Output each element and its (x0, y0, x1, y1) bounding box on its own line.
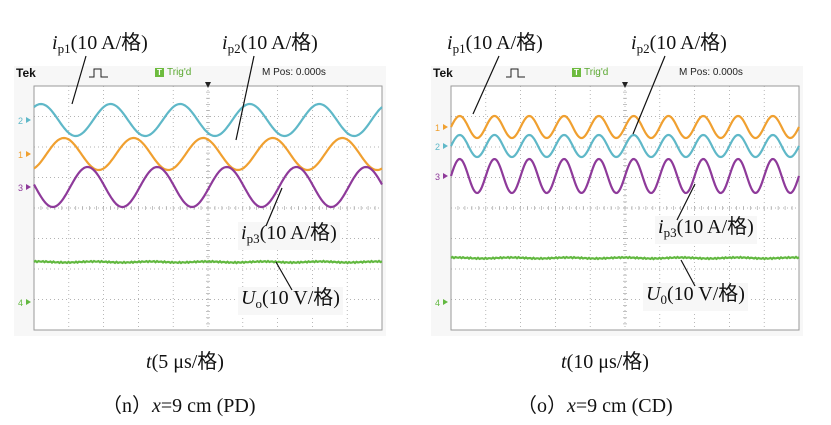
channel-marker-3: 3 (435, 172, 440, 182)
channel-marker-4: 4 (435, 298, 440, 308)
label-ip1: ip1(10 A/格) (447, 32, 543, 56)
m-pos-readout: M Pos: 0.000s (679, 67, 743, 78)
channel-marker-arrow (443, 143, 448, 149)
scope-header: Tek T Trig'd M Pos: 0.000s (431, 66, 803, 80)
channel-marker-3: 3 (18, 183, 23, 193)
trace-ch3 (33, 165, 383, 209)
m-pos-readout: M Pos: 0.000s (262, 67, 326, 78)
trigger-status: Trig'd (167, 67, 192, 78)
channel-marker-2: 2 (435, 142, 440, 152)
caption-o: （o）x=9 cm (CD) (517, 395, 673, 417)
trigger-status: Trig'd (584, 67, 609, 78)
label-ip2: ip2(10 A/格) (222, 32, 318, 56)
panel-o: Tek T Trig'd M Pos: 0.000s 1 2 3 4 ip1(10 A… (415, 0, 815, 425)
trace-ch4 (450, 255, 800, 261)
channel-marker-1: 1 (435, 123, 440, 133)
x-axis-label: t(10 μs/格) (561, 351, 649, 373)
label-ip1: ip1(10 A/格) (52, 32, 148, 56)
label-ip2: ip2(10 A/格) (631, 32, 727, 56)
trace-ch4 (33, 259, 383, 265)
tek-logo: Tek (16, 66, 36, 80)
channel-marker-1: 1 (18, 150, 23, 160)
tek-logo: Tek (433, 66, 453, 80)
label-ip3: ip3(10 A/格) (238, 222, 340, 250)
trace-ch3 (449, 157, 801, 195)
trigger-position-marker (622, 82, 628, 88)
trigger-badge: T (572, 68, 581, 77)
channel-marker-2: 2 (18, 116, 23, 126)
x-axis-label: t(5 μs/格) (146, 351, 224, 373)
panel-n: Tek T Trig'd M Pos: 0.000s 2 1 3 4 ip1(10 A… (0, 0, 400, 425)
label-uo: U0(10 V/格) (643, 283, 748, 311)
trace-ch2 (450, 133, 800, 159)
channel-marker-arrow (26, 299, 31, 305)
caption-n: （n）x=9 cm (PD) (102, 395, 256, 417)
trigger-badge: T (155, 68, 164, 77)
channel-marker-arrow (443, 173, 448, 179)
trigger-position-marker (205, 82, 211, 88)
label-ip3: ip3(10 A/格) (655, 216, 757, 244)
channel-marker-4: 4 (18, 298, 23, 308)
trace-ch1 (450, 114, 800, 140)
trace-ch1 (33, 136, 383, 172)
scope-header: Tek T Trig'd M Pos: 0.000s (14, 66, 386, 80)
channel-marker-arrow (443, 124, 448, 130)
trigger-edge-icon (506, 68, 525, 78)
channel-marker-arrow (26, 117, 31, 123)
channel-marker-arrow (26, 184, 31, 190)
trigger-edge-icon (89, 68, 108, 78)
trace-ch2 (33, 102, 383, 138)
channel-marker-arrow (26, 151, 31, 157)
channel-marker-arrow (443, 299, 448, 305)
label-uo: Uo(10 V/格) (238, 287, 343, 315)
